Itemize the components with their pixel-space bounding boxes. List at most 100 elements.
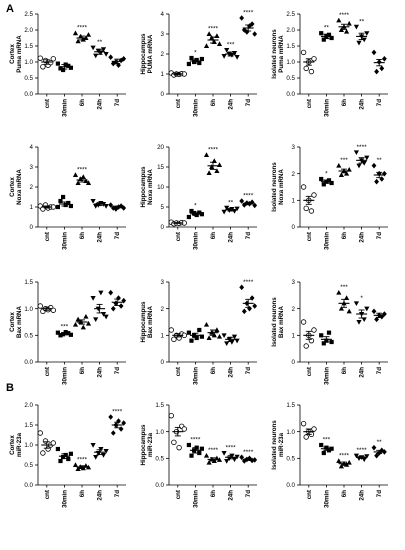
- x-tick-label: 6h: [341, 490, 348, 497]
- x-tick-label: 30min: [192, 490, 199, 508]
- y-tick-label: 0: [161, 224, 165, 231]
- data-point: [186, 61, 191, 67]
- x-tick-label: 7d: [114, 490, 121, 497]
- chart-panel-1: 0.0 0.5 1.0 1.5 2.0 2.5 CortexPuma mRNA cnt 30mi…: [9, 11, 127, 117]
- data-point: [118, 426, 124, 432]
- x-tick-label: 24h: [359, 99, 366, 110]
- chart-panel-4: 0 1 2 3 4 CortexNoxa mRNA cnt 30min 6h **** 24h 7d: [9, 144, 127, 250]
- data-point: [216, 457, 223, 462]
- x-tick-label: 6h: [210, 232, 217, 239]
- y-tick-label: 1: [292, 333, 296, 340]
- data-point: [319, 176, 324, 182]
- data-point: [66, 456, 71, 462]
- y-tick-label: 1.5: [286, 402, 295, 409]
- data-point: [300, 49, 307, 56]
- data-point: [239, 454, 245, 461]
- y-axis-label: CortexBax mRNA: [9, 305, 23, 338]
- data-point: [303, 434, 309, 440]
- data-point: [100, 47, 107, 52]
- y-tick-label: 1: [161, 333, 165, 340]
- data-point: [379, 176, 385, 182]
- data-point: [353, 453, 359, 459]
- y-axis-label: Isolated neuronsmiR-23a: [271, 420, 285, 470]
- x-tick-label: 24h: [228, 232, 235, 243]
- y-tick-label: 0.0: [24, 91, 33, 98]
- data-point: [231, 457, 238, 463]
- y-tick-label: 0.5: [286, 456, 295, 463]
- data-point: [382, 170, 387, 177]
- x-tick-label: 24h: [97, 490, 104, 501]
- chart-panel-11: 0.0 0.5 1.0 1.5 HippocampusmiR-23a cnt 30min **…: [140, 402, 258, 508]
- y-tick-label: 1.0: [155, 429, 164, 436]
- y-tick-label: 0.0: [286, 482, 295, 489]
- data-point: [311, 426, 317, 432]
- data-point: [206, 170, 212, 175]
- data-point: [356, 163, 362, 169]
- data-point: [61, 67, 66, 73]
- y-axis-label-line: Isolated neurons: [271, 420, 278, 470]
- y-tick-label: 0.5: [24, 333, 33, 340]
- significance-label: **: [359, 18, 365, 25]
- x-tick-label: cnt: [44, 490, 51, 499]
- data-point: [356, 320, 362, 325]
- x-tick-label: 30min: [192, 99, 199, 117]
- data-point: [171, 336, 177, 343]
- y-axis-label-line: Hippocampus: [140, 166, 147, 207]
- chart-panel-12: 0.0 0.5 1.0 1.5 Isolated neuronsmiR-23a cnt 30…: [271, 402, 388, 508]
- data-point: [203, 321, 210, 327]
- data-point: [214, 327, 220, 332]
- data-point: [189, 208, 194, 214]
- y-tick-label: 20: [157, 144, 164, 151]
- data-point: [72, 321, 79, 327]
- y-axis-label-line: Puma mRNA: [278, 35, 285, 73]
- data-point: [176, 444, 182, 451]
- data-point: [37, 430, 43, 436]
- data-point: [55, 330, 60, 335]
- data-point: [194, 335, 199, 341]
- data-point: [203, 452, 210, 458]
- x-tick-label: 6h: [79, 232, 86, 239]
- data-point: [336, 458, 342, 463]
- data-point: [90, 443, 96, 448]
- data-point: [108, 289, 114, 296]
- data-point: [197, 210, 202, 215]
- data-point: [108, 54, 114, 60]
- y-axis-label-line: miR-23a: [147, 432, 154, 457]
- data-point: [209, 164, 215, 169]
- data-point: [303, 65, 309, 72]
- data-point: [364, 454, 370, 459]
- data-point: [371, 308, 377, 315]
- y-axis-label: CortexmiR-23a: [9, 432, 23, 457]
- data-point: [203, 43, 210, 48]
- y-tick-label: 1.0: [286, 59, 295, 66]
- y-axis-label-line: Noxa mRNA: [16, 169, 23, 205]
- y-tick-label: 1.5: [24, 422, 33, 429]
- panel-label-a: A: [6, 3, 14, 15]
- data-point: [108, 414, 114, 420]
- data-point: [319, 442, 324, 448]
- data-point: [336, 17, 342, 23]
- data-point: [186, 442, 191, 448]
- y-tick-label: 1: [292, 198, 296, 205]
- y-tick-label: 2.5: [286, 11, 295, 18]
- y-tick-label: 3: [292, 279, 296, 286]
- y-axis-label-line: Puma mRNA: [16, 35, 23, 73]
- significance-label: ****: [243, 10, 254, 17]
- y-tick-label: 0.0: [286, 91, 295, 98]
- y-axis-label: HippocampusNoxa mRNA: [140, 166, 154, 207]
- data-point: [234, 206, 240, 212]
- y-tick-label: 1.0: [24, 59, 33, 66]
- data-point: [58, 66, 63, 71]
- x-tick-label: 7d: [114, 367, 121, 374]
- x-tick-label: cnt: [44, 232, 51, 241]
- data-point: [113, 300, 119, 307]
- data-point: [118, 57, 124, 64]
- y-axis-label-line: Bax mRNA: [278, 305, 285, 338]
- x-tick-label: 30min: [323, 232, 330, 250]
- significance-label: ***: [323, 437, 331, 444]
- data-point: [199, 334, 204, 339]
- data-point: [199, 56, 204, 62]
- y-tick-label: 1.0: [24, 306, 33, 313]
- y-axis-label: HippocampusPUMA mRNA: [140, 33, 154, 74]
